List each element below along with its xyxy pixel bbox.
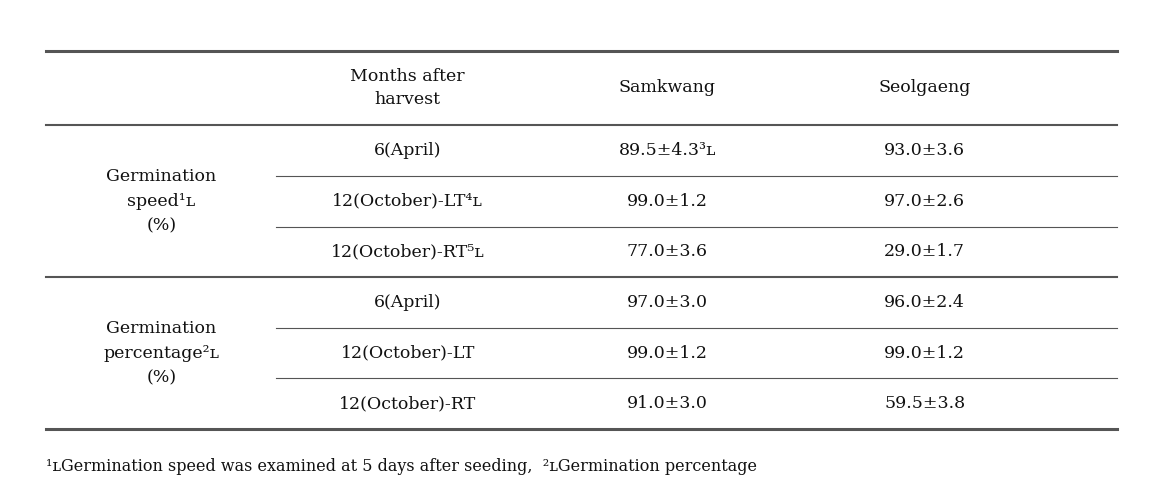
- Text: Months after
harvest: Months after harvest: [350, 68, 465, 107]
- Text: Germination
speed¹ʟ
(%): Germination speed¹ʟ (%): [106, 168, 217, 235]
- Text: 97.0±3.0: 97.0±3.0: [627, 294, 708, 311]
- Text: 12(October)-LT: 12(October)-LT: [341, 345, 475, 362]
- Text: 6(April): 6(April): [374, 142, 441, 159]
- Text: 91.0±3.0: 91.0±3.0: [627, 395, 708, 412]
- Text: Samkwang: Samkwang: [619, 80, 717, 96]
- Text: 93.0±3.6: 93.0±3.6: [884, 142, 965, 159]
- Text: Seolgaeng: Seolgaeng: [879, 80, 971, 96]
- Text: 12(October)-RT⁵ʟ: 12(October)-RT⁵ʟ: [331, 243, 485, 260]
- Text: 97.0±2.6: 97.0±2.6: [884, 193, 965, 210]
- Text: ¹ʟGermination speed was examined at 5 days after seeding,  ²ʟGermination percent: ¹ʟGermination speed was examined at 5 da…: [46, 458, 757, 475]
- Text: 59.5±3.8: 59.5±3.8: [884, 395, 965, 412]
- Text: 77.0±3.6: 77.0±3.6: [627, 243, 708, 260]
- Text: Germination
percentage²ʟ
(%): Germination percentage²ʟ (%): [104, 320, 219, 387]
- Text: 89.5±4.3³ʟ: 89.5±4.3³ʟ: [619, 142, 717, 159]
- Text: 12(October)-LT⁴ʟ: 12(October)-LT⁴ʟ: [332, 193, 483, 210]
- Text: 12(October)-RT: 12(October)-RT: [339, 395, 476, 412]
- Text: 99.0±1.2: 99.0±1.2: [627, 193, 708, 210]
- Text: 29.0±1.7: 29.0±1.7: [884, 243, 965, 260]
- Text: 99.0±1.2: 99.0±1.2: [627, 345, 708, 362]
- Text: 6(April): 6(April): [374, 294, 441, 311]
- Text: 99.0±1.2: 99.0±1.2: [884, 345, 965, 362]
- Text: 96.0±2.4: 96.0±2.4: [884, 294, 965, 311]
